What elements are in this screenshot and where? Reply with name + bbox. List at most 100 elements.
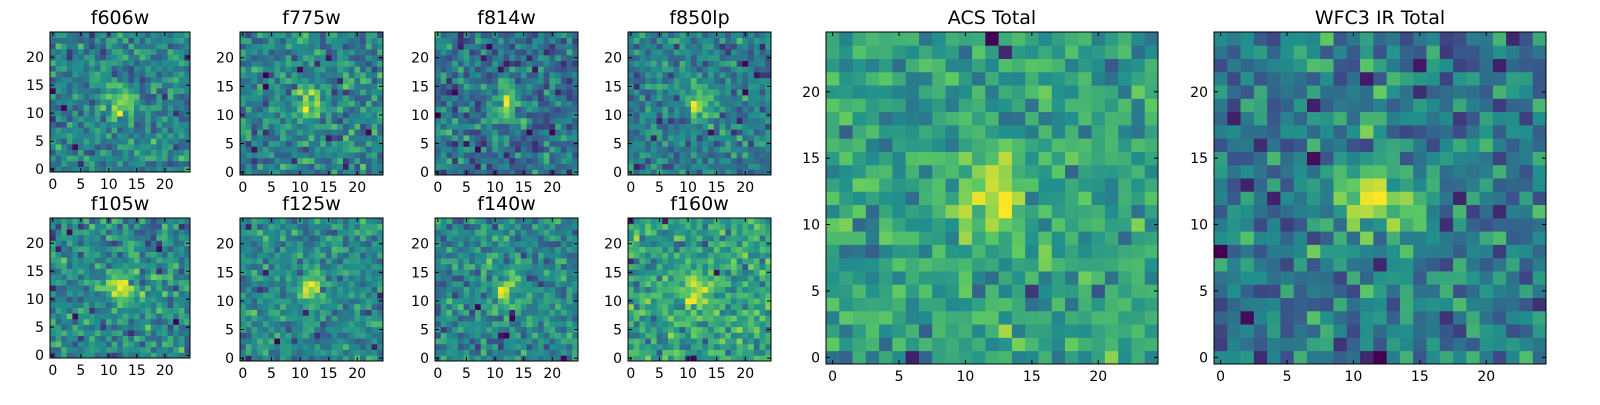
heatmap-cell bbox=[117, 38, 123, 44]
heatmap-cell bbox=[263, 101, 269, 107]
heatmap-cell bbox=[452, 350, 458, 356]
heatmap-cell bbox=[168, 88, 174, 94]
heatmap-cell bbox=[106, 324, 112, 330]
heatmap-cell bbox=[527, 169, 533, 175]
heatmap-cell bbox=[377, 146, 383, 152]
heatmap-cell bbox=[532, 129, 538, 135]
heatmap-cell bbox=[549, 66, 555, 72]
heatmap-cell bbox=[561, 66, 567, 72]
heatmap-cell bbox=[117, 155, 123, 161]
heatmap-cell bbox=[354, 287, 360, 293]
heatmap-cell bbox=[515, 106, 521, 112]
heatmap-cell bbox=[156, 280, 162, 286]
heatmap-cell bbox=[639, 129, 645, 135]
heatmap-cell bbox=[532, 298, 538, 304]
heatmap-cell bbox=[458, 169, 464, 175]
heatmap-cell bbox=[156, 155, 162, 161]
heatmap-cell bbox=[162, 308, 168, 314]
heatmap-cell bbox=[651, 275, 657, 281]
heatmap-cell bbox=[280, 152, 286, 158]
heatmap-cell bbox=[291, 72, 297, 78]
heatmap-cell bbox=[685, 78, 691, 84]
heatmap-cell bbox=[509, 321, 515, 327]
heatmap-cell bbox=[697, 332, 703, 338]
heatmap-cell bbox=[492, 135, 498, 141]
heatmap-cell bbox=[532, 338, 538, 344]
heatmap-cell bbox=[737, 355, 743, 361]
heatmap-cell bbox=[628, 66, 634, 72]
heatmap-cell bbox=[452, 332, 458, 338]
heatmap-cell bbox=[567, 338, 573, 344]
heatmap-cell bbox=[106, 285, 112, 291]
heatmap-cell bbox=[56, 60, 62, 66]
heatmap-cell bbox=[645, 275, 651, 281]
heatmap-cell bbox=[708, 49, 714, 55]
heatmap-cell bbox=[765, 146, 771, 152]
heatmap-cell bbox=[469, 218, 475, 224]
heatmap-cell bbox=[78, 296, 84, 302]
heatmap-cell bbox=[702, 32, 708, 38]
heatmap-cell bbox=[464, 101, 470, 107]
heatmap-cell bbox=[572, 229, 578, 235]
heatmap-cell bbox=[714, 315, 720, 321]
heatmap-cell bbox=[303, 269, 309, 275]
heatmap-cell bbox=[274, 338, 280, 344]
heatmap-cell bbox=[742, 61, 748, 67]
heatmap-cell bbox=[123, 330, 129, 336]
heatmap-cell bbox=[634, 338, 640, 344]
heatmap-cell bbox=[56, 347, 62, 353]
y-tick-label: 0 bbox=[35, 348, 44, 364]
heatmap-cell bbox=[458, 124, 464, 130]
heatmap-cell bbox=[645, 169, 651, 175]
heatmap-cell bbox=[56, 280, 62, 286]
heatmap-cell bbox=[441, 247, 447, 253]
heatmap-cell bbox=[134, 122, 140, 128]
heatmap-cell bbox=[151, 224, 157, 230]
heatmap-cell bbox=[145, 150, 151, 156]
heatmap-cell bbox=[498, 146, 504, 152]
heatmap-cell bbox=[567, 287, 573, 293]
heatmap-cell bbox=[714, 332, 720, 338]
heatmap-cell bbox=[95, 54, 101, 60]
heatmap-cell bbox=[651, 281, 657, 287]
heatmap-cell bbox=[274, 106, 280, 112]
heatmap-cell bbox=[486, 78, 492, 84]
heatmap-cell bbox=[742, 83, 748, 89]
heatmap-cell bbox=[162, 280, 168, 286]
heatmap-cell bbox=[567, 304, 573, 310]
heatmap-cell bbox=[337, 264, 343, 270]
heatmap-cell bbox=[117, 43, 123, 49]
heatmap-cell bbox=[291, 241, 297, 247]
heatmap-cell bbox=[257, 32, 263, 38]
heatmap-cell bbox=[572, 38, 578, 44]
heatmap-cell bbox=[748, 304, 754, 310]
heatmap-cell bbox=[100, 99, 106, 105]
heatmap-cell bbox=[128, 43, 134, 49]
heatmap-cell bbox=[475, 235, 481, 241]
heatmap-cell bbox=[498, 332, 504, 338]
heatmap-cell bbox=[354, 118, 360, 124]
heatmap-cell bbox=[269, 350, 275, 356]
heatmap-cell bbox=[246, 83, 252, 89]
heatmap-cell bbox=[754, 350, 760, 356]
heatmap-cell bbox=[84, 347, 90, 353]
heatmap-cell bbox=[240, 235, 246, 241]
heatmap-cell bbox=[179, 49, 185, 55]
heatmap-cell bbox=[173, 60, 179, 66]
heatmap-cell bbox=[765, 315, 771, 321]
heatmap-cell bbox=[56, 229, 62, 235]
heatmap-cell bbox=[332, 218, 338, 224]
heatmap-cell bbox=[162, 133, 168, 139]
heatmap-cell bbox=[538, 61, 544, 67]
heatmap-cell bbox=[61, 302, 67, 308]
heatmap-cell bbox=[123, 240, 129, 246]
heatmap-cell bbox=[246, 72, 252, 78]
heatmap-cell bbox=[89, 122, 95, 128]
heatmap-cell bbox=[685, 287, 691, 293]
heatmap-cell bbox=[112, 235, 118, 241]
heatmap-cell bbox=[714, 101, 720, 107]
heatmap-cell bbox=[555, 310, 561, 316]
heatmap-cell bbox=[441, 332, 447, 338]
heatmap-cell bbox=[50, 43, 56, 49]
heatmap-cell bbox=[657, 146, 663, 152]
